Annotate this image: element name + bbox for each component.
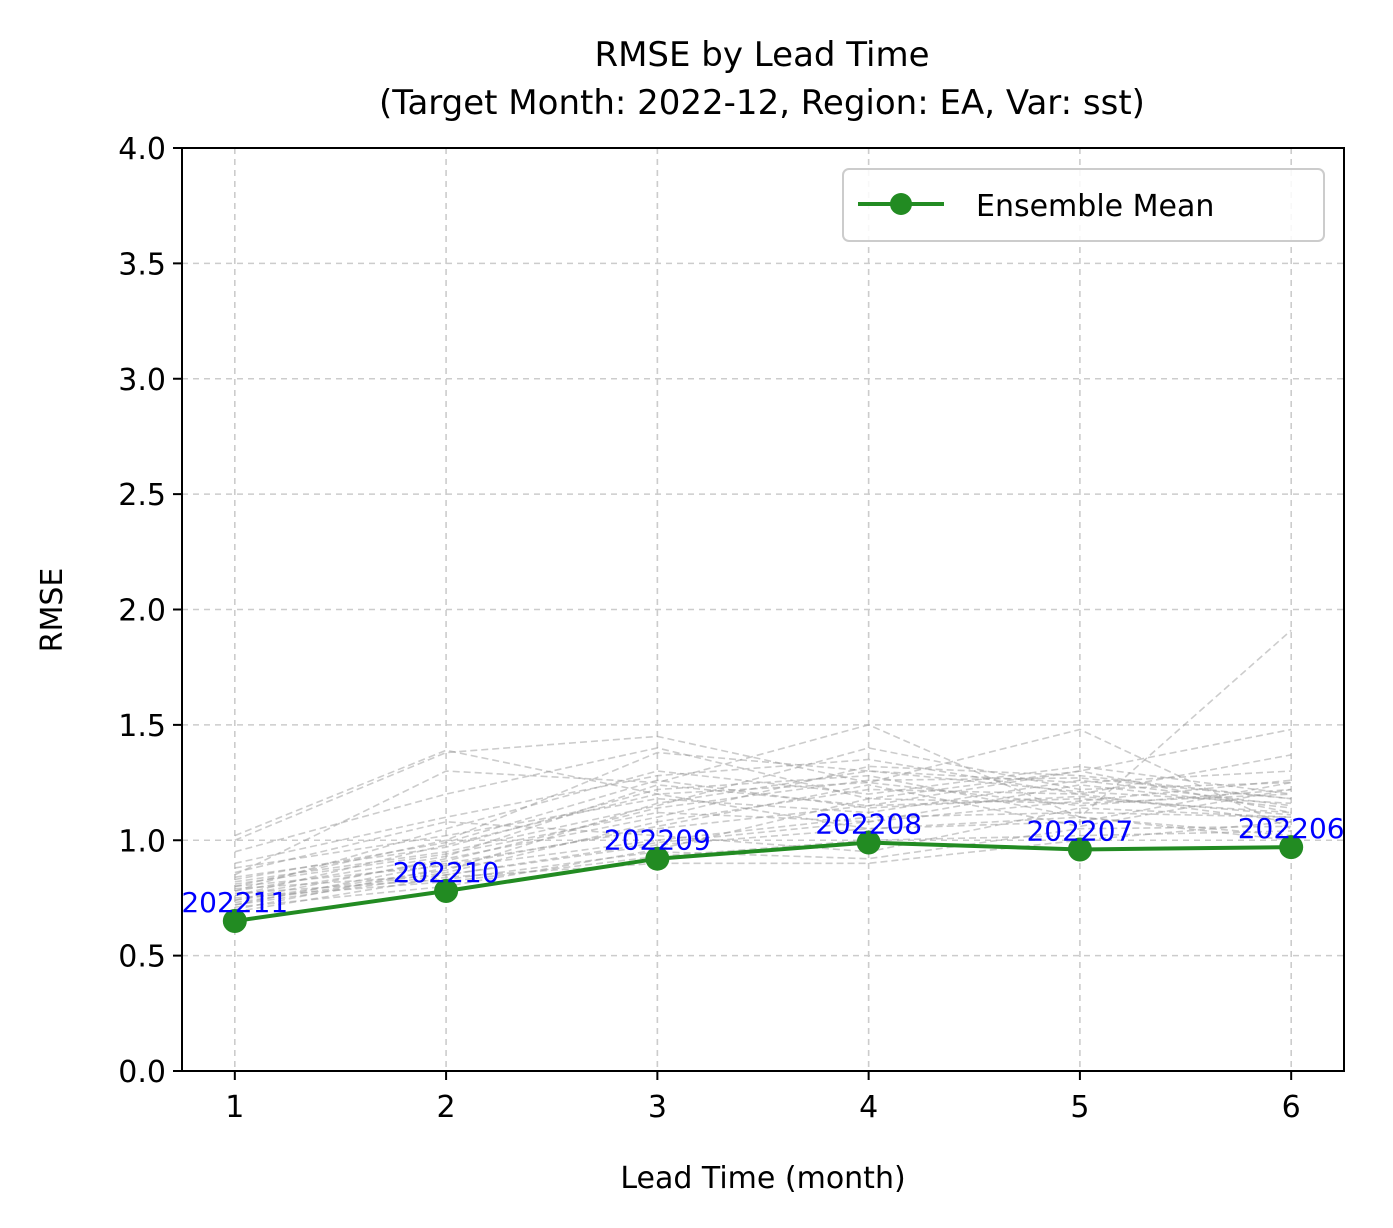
chart-title-line1: RMSE by Lead Time: [594, 35, 929, 75]
legend-label: Ensemble Mean: [976, 189, 1214, 224]
member-line: [234, 777, 1292, 897]
member-line: [234, 728, 1292, 853]
member-line: [234, 629, 1292, 876]
y-tick-label: 1.5: [118, 709, 166, 744]
y-tick-label: 2.0: [118, 594, 166, 629]
member-line: [234, 820, 1292, 913]
member-line: [234, 830, 1292, 899]
point-label: 202211: [181, 886, 288, 919]
y-tick-label: 4.0: [118, 132, 166, 167]
point-labels: 202211 202210 202209 202208 202207 202206: [181, 808, 1344, 919]
y-tick-label: 2.5: [118, 478, 166, 513]
member-line: [234, 784, 1292, 888]
ensemble-mean-line: [234, 840, 1292, 923]
member-line: [234, 779, 1292, 906]
x-tick-label: 1: [225, 1090, 244, 1125]
y-tick-label: 3.5: [118, 247, 166, 282]
x-tick-label: 6: [1282, 1090, 1301, 1125]
member-line: [234, 765, 1292, 892]
ensemble-mean-point: [1067, 837, 1092, 862]
y-tick-label: 0.0: [118, 1055, 166, 1090]
ensemble-mean-series: [222, 830, 1304, 934]
member-line: [234, 825, 1292, 895]
x-axis-label: Lead Time (month): [620, 1161, 905, 1196]
member-line: [234, 793, 1292, 908]
legend-frame: [842, 168, 1325, 242]
member-line: [234, 765, 1292, 902]
ensemble-mean-point: [222, 909, 247, 934]
x-tick-label: 3: [648, 1090, 667, 1125]
y-tick-label: 0.5: [118, 940, 166, 975]
member-line: [234, 728, 1292, 841]
member-line: [234, 807, 1292, 874]
member-line: [234, 747, 1292, 883]
point-label: 202208: [815, 808, 922, 841]
grid: [182, 147, 1344, 1072]
plot-frame: [181, 147, 1345, 1072]
member-line: [234, 779, 1292, 881]
x-tick-label: 5: [1070, 1090, 1089, 1125]
ensemble-mean-point: [1279, 835, 1304, 860]
x-tick-label: 2: [437, 1090, 456, 1125]
member-line: [234, 754, 1292, 865]
y-axis-ticks: 0.0 0.5 1.0 1.5 2.0 2.5 3.0 3.5 4.0: [118, 132, 182, 1090]
member-line: [234, 784, 1292, 885]
member-line: [234, 770, 1292, 892]
chart-title-line2: (Target Month: 2022-12, Region: EA, Var:…: [379, 83, 1145, 123]
y-tick-label: 1.0: [118, 824, 166, 859]
legend-marker-swatch: [890, 193, 912, 215]
ensemble-mean-point: [856, 830, 881, 855]
legend: Ensemble Mean: [842, 168, 1325, 242]
point-label: 202209: [604, 824, 711, 857]
member-line: [234, 770, 1292, 902]
y-axis-label: RMSE: [35, 568, 70, 653]
point-label: 202210: [393, 856, 500, 889]
point-label: 202206: [1238, 812, 1345, 845]
y-tick-label: 3.0: [118, 363, 166, 398]
member-line: [234, 797, 1292, 906]
ensemble-members: [234, 629, 1292, 913]
ensemble-mean-point: [434, 879, 459, 904]
point-label: 202207: [1026, 814, 1133, 847]
member-line: [234, 781, 1292, 897]
x-tick-label: 4: [859, 1090, 878, 1125]
x-axis-ticks: 1 2 3 4 5 6: [225, 1071, 1301, 1125]
ensemble-mean-point: [645, 846, 670, 871]
